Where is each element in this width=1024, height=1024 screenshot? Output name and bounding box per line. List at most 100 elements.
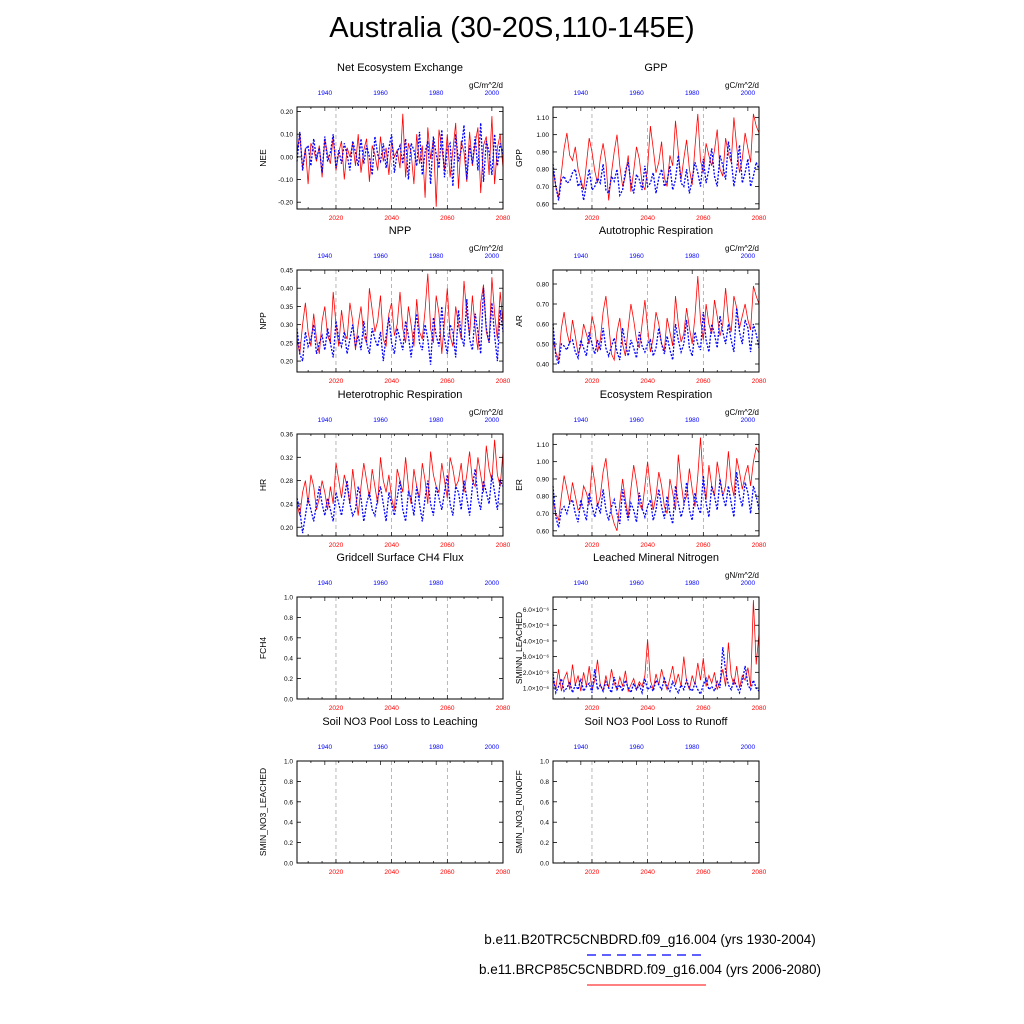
x-tick-label-top: 2000	[485, 90, 500, 97]
x-tick-label-bottom: 2020	[585, 705, 600, 712]
x-tick-label-top: 1960	[373, 744, 388, 751]
panel-5: Heterotrophic Respiration gC/m^2/d HR 0.20 0…	[258, 389, 511, 549]
y-tick-label: 0.20	[280, 359, 293, 366]
x-tick-label-top: 2000	[485, 417, 500, 424]
y-tick-label: 0.70	[536, 302, 549, 309]
panel-title: Soil NO3 Pool Loss to Runoff	[585, 716, 729, 728]
x-tick-label-top: 1980	[685, 580, 700, 587]
series-line-transient	[552, 307, 760, 365]
x-tick-label-bottom: 2040	[640, 542, 655, 549]
x-tick-label-top: 1940	[318, 253, 333, 260]
x-tick-label-bottom: 2020	[329, 705, 344, 712]
legend-entry-transient: b.e11.B20TRC5CNBDRD.f09_g16.004 (yrs 193…	[0, 932, 1024, 947]
panel-title: Autotrophic Respiration	[599, 225, 713, 237]
x-tick-label-top: 1940	[574, 417, 589, 424]
x-tick-label-bottom: 2040	[384, 542, 399, 549]
y-tick-label: 0.50	[536, 342, 549, 349]
plot-frame	[552, 433, 760, 537]
y-axis-label: SMINN_LEACHED	[514, 612, 524, 684]
x-tick-label-top: 1940	[574, 90, 589, 97]
x-tick-label-top: 1940	[574, 744, 589, 751]
series-line-transient	[552, 647, 760, 696]
panel-4: Autotrophic Respiration gC/m^2/d AR 0.40 0.5…	[514, 225, 767, 385]
x-tick-label-bottom: 2080	[752, 215, 767, 222]
x-tick-label-bottom: 2060	[440, 869, 455, 876]
x-tick-label-bottom: 2040	[384, 215, 399, 222]
y-tick-label: 0.80	[536, 282, 549, 289]
x-tick-label-top: 1960	[629, 253, 644, 260]
y-tick-label: 0.00	[280, 154, 293, 161]
y-axis-label: AR	[514, 315, 524, 327]
series-line-transient	[552, 471, 760, 528]
y-tick-label: 0.60	[536, 322, 549, 329]
x-tick-label-top: 1980	[685, 253, 700, 260]
panel-8: Leached Mineral Nitrogen gN/m^2/d SMINN_LE…	[514, 552, 767, 712]
x-tick-label-top: 1940	[574, 253, 589, 260]
panel-1: Net Ecosystem Exchange gC/m^2/d NEE -0.20 -0…	[258, 62, 511, 222]
x-tick-label-bottom: 2080	[752, 378, 767, 385]
plot-frame	[552, 269, 760, 373]
x-tick-label-bottom: 2020	[585, 378, 600, 385]
y-tick-label: 0.4	[540, 820, 549, 827]
y-axis-label: HR	[258, 479, 268, 491]
y-tick-label: 0.8	[284, 779, 293, 786]
x-tick-label-bottom: 2060	[440, 215, 455, 222]
y-tick-label: 6.0×10⁻⁶	[523, 607, 549, 614]
y-tick-label: 0.40	[536, 362, 549, 369]
series-line-future	[552, 275, 760, 362]
legend-label-transient: b.e11.B20TRC5CNBDRD.f09_g16.004 (yrs 193…	[484, 932, 816, 947]
panel-title: Heterotrophic Respiration	[338, 389, 463, 401]
panel-7: Gridcell Surface CH4 Flux FCH4 0.0 0.2 0.4 0.…	[258, 552, 511, 712]
y-axis-label: SMIN_NO3_LEACHED	[258, 768, 268, 856]
y-axis-label: FCH4	[258, 637, 268, 659]
panel-title: Soil NO3 Pool Loss to Leaching	[322, 716, 477, 728]
series-line-future	[296, 439, 504, 516]
y-tick-label: 1.00	[536, 132, 549, 139]
panel-title: NPP	[389, 225, 412, 237]
x-tick-label-top: 1940	[318, 580, 333, 587]
y-tick-label: 0.45	[280, 268, 293, 275]
x-tick-label-bottom: 2060	[696, 542, 711, 549]
y-tick-label: 0.70	[536, 184, 549, 191]
plot-frame	[296, 269, 504, 373]
y-tick-label: 0.90	[536, 476, 549, 483]
series-line-future	[296, 113, 504, 207]
x-tick-label-top: 2000	[741, 253, 756, 260]
x-tick-label-bottom: 2020	[329, 378, 344, 385]
y-tick-label: 1.0	[540, 759, 549, 766]
x-tick-label-top: 1980	[685, 744, 700, 751]
x-tick-label-bottom: 2020	[585, 542, 600, 549]
y-tick-label: 0.6	[540, 799, 549, 806]
y-tick-label: 0.70	[536, 511, 549, 518]
y-tick-label: 3.0×10⁻⁶	[523, 654, 549, 661]
y-tick-label: 0.32	[280, 455, 293, 462]
y-tick-label: 0.60	[536, 528, 549, 535]
x-tick-label-bottom: 2060	[440, 705, 455, 712]
units-label: gC/m^2/d	[469, 408, 503, 417]
x-tick-label-bottom: 2040	[384, 705, 399, 712]
x-tick-label-top: 1940	[318, 417, 333, 424]
x-tick-label-bottom: 2020	[329, 215, 344, 222]
figure-title: Australia (30-20S,110-145E)	[329, 12, 695, 44]
plot-frame	[296, 760, 504, 864]
x-tick-label-bottom: 2060	[440, 542, 455, 549]
panel-title: Ecosystem Respiration	[600, 389, 713, 401]
x-tick-label-bottom: 2080	[496, 215, 511, 222]
x-tick-label-top: 1980	[429, 580, 444, 587]
y-tick-label: 1.10	[536, 442, 549, 449]
plot-frame	[296, 106, 504, 210]
plot-frame	[552, 106, 760, 210]
y-axis-label: ER	[514, 479, 524, 491]
y-tick-label: 0.60	[536, 201, 549, 208]
y-tick-label: 0.24	[280, 501, 293, 508]
y-tick-label: 0.0	[284, 697, 293, 704]
y-axis-label: SMIN_NO3_RUNOFF	[514, 770, 524, 854]
x-tick-label-top: 2000	[741, 580, 756, 587]
plot-frame	[296, 433, 504, 537]
series-line-transient	[296, 468, 504, 534]
x-tick-label-top: 2000	[485, 253, 500, 260]
y-tick-label: 0.0	[540, 861, 549, 868]
x-tick-label-top: 1960	[629, 744, 644, 751]
x-tick-label-top: 2000	[741, 90, 756, 97]
x-tick-label-top: 1960	[373, 90, 388, 97]
